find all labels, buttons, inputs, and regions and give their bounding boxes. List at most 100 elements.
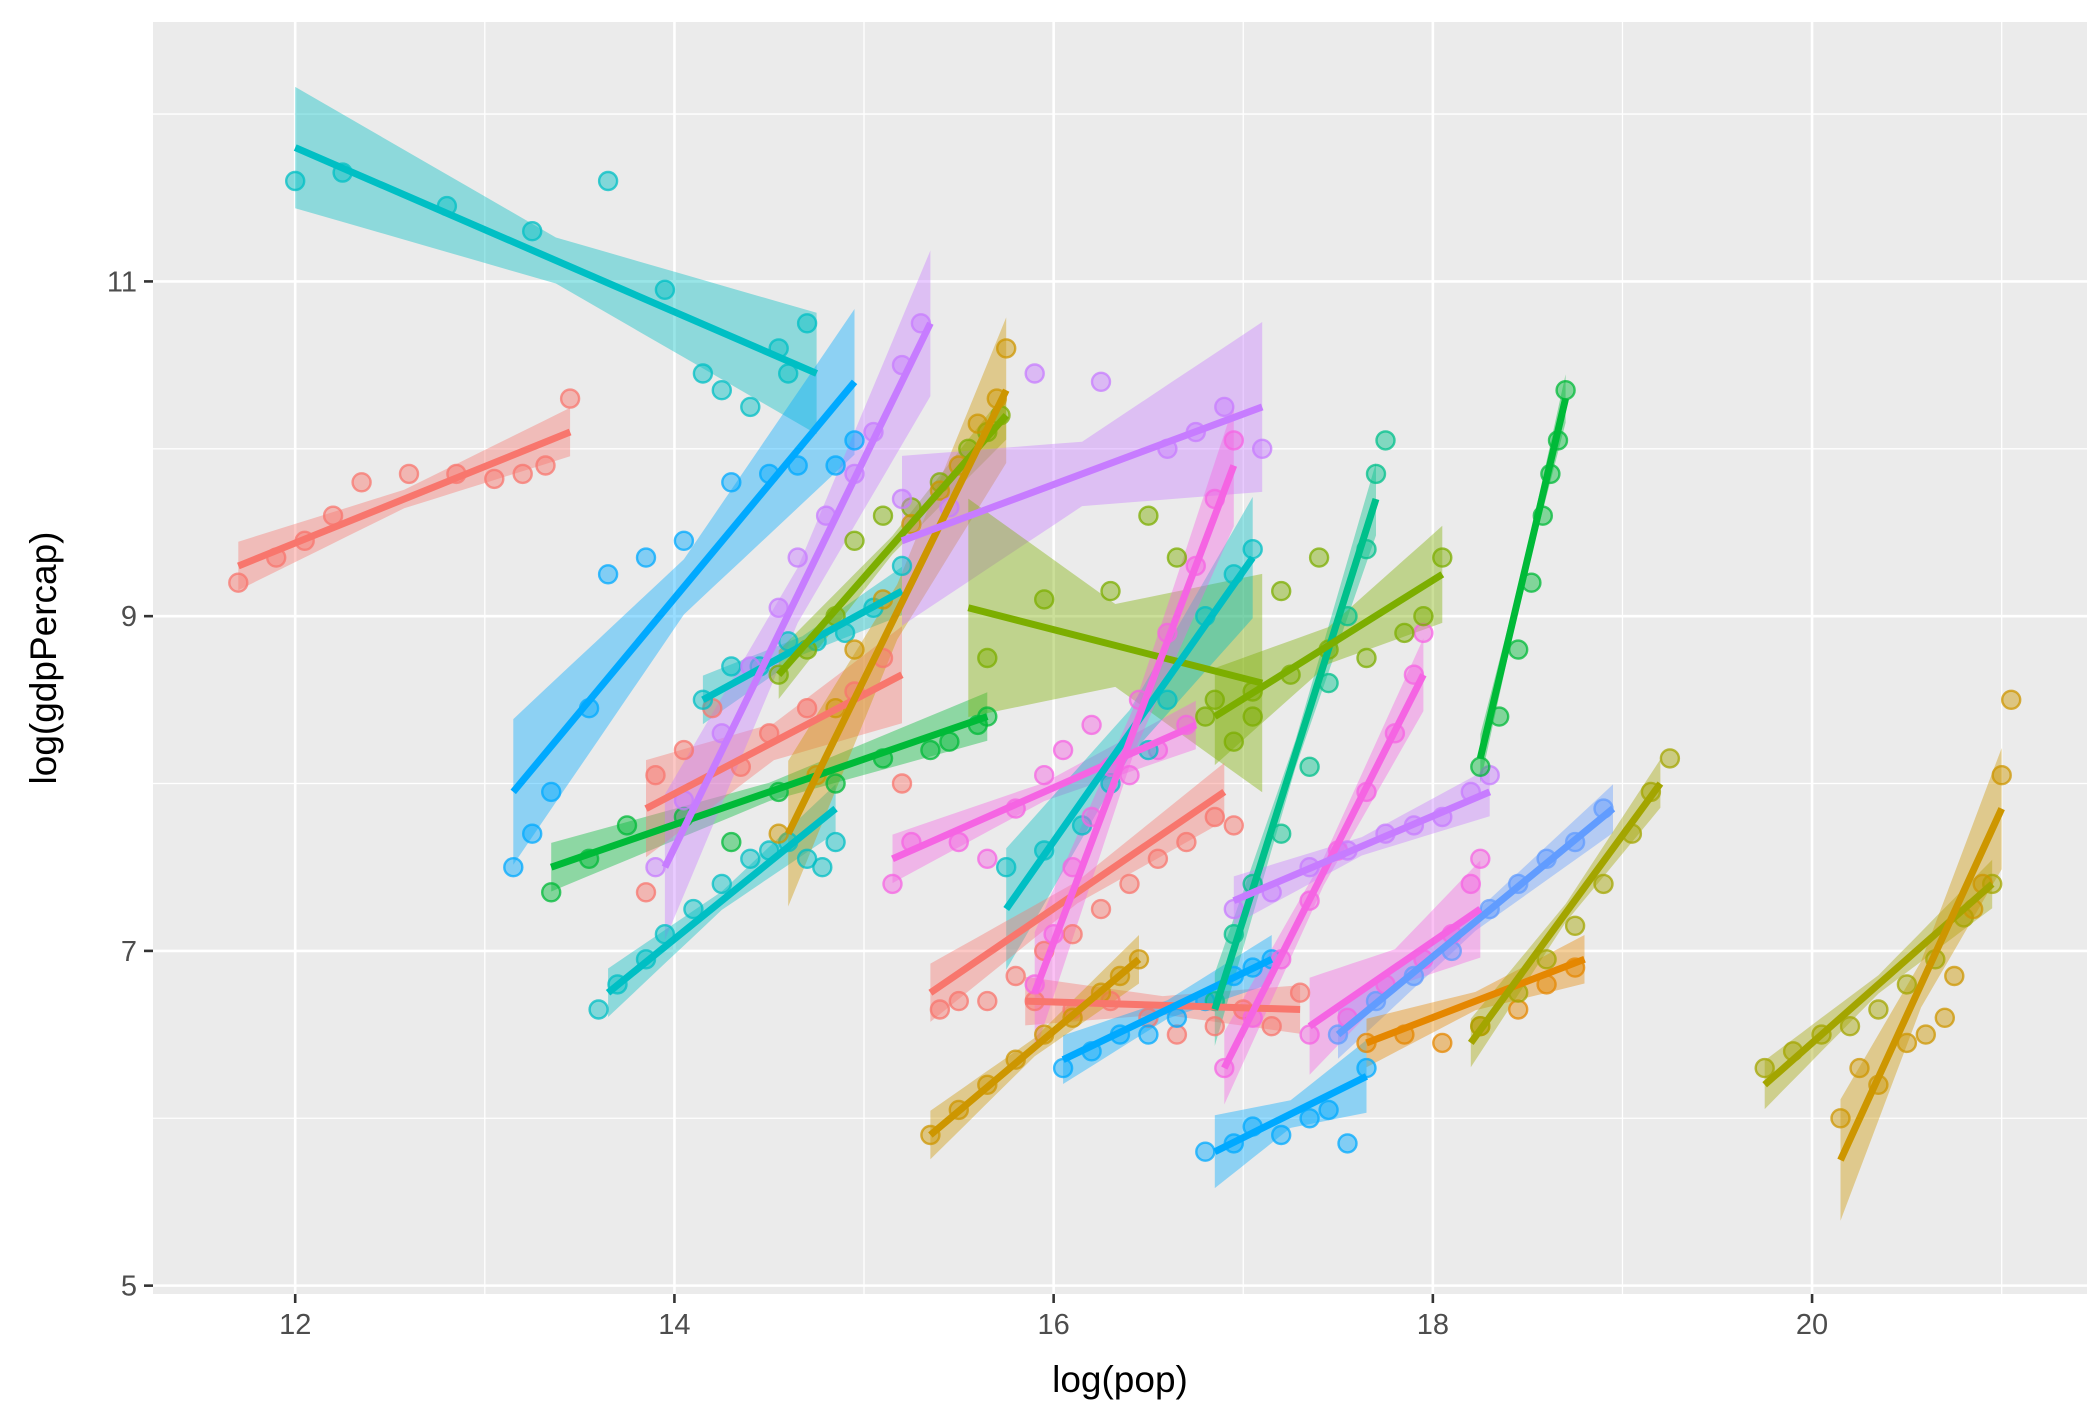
data-point xyxy=(1839,1015,1861,1037)
x-tick-label: 14 xyxy=(658,1309,690,1341)
data-point xyxy=(825,773,846,794)
data-point xyxy=(1033,589,1055,610)
regression-line xyxy=(293,144,819,377)
x-axis-title: log(pop) xyxy=(1052,1359,1188,1400)
data-point xyxy=(1915,1024,1937,1045)
regression-line xyxy=(550,713,989,871)
data-point xyxy=(635,882,657,903)
data-point xyxy=(522,220,543,242)
regression-line xyxy=(900,403,1264,545)
data-point xyxy=(740,848,761,869)
data-points xyxy=(228,162,2022,1162)
data-point xyxy=(1261,1015,1282,1037)
data-point xyxy=(635,547,657,568)
data-point xyxy=(1147,848,1169,869)
data-point xyxy=(1754,1057,1775,1079)
y-tick-label: 5 xyxy=(121,1271,137,1303)
data-point xyxy=(1052,1057,1074,1079)
minor-gridlines xyxy=(153,22,2087,1294)
data-point xyxy=(977,848,998,869)
y-axis-ticks: 5 7 9 11 xyxy=(107,266,153,1303)
data-point xyxy=(512,463,533,485)
data-point xyxy=(1204,806,1226,828)
data-point xyxy=(1470,756,1491,777)
data-point xyxy=(541,781,562,803)
data-point xyxy=(559,388,581,409)
data-point xyxy=(796,313,818,334)
data-point xyxy=(1166,1024,1188,1045)
data-point xyxy=(1507,999,1529,1020)
data-point xyxy=(645,857,666,878)
regression-line xyxy=(1031,464,1238,994)
data-point xyxy=(1251,438,1273,459)
data-point xyxy=(920,739,941,761)
data-point xyxy=(1242,706,1263,727)
data-point xyxy=(872,505,894,526)
regression-line xyxy=(776,413,1009,678)
x-tick-label: 12 xyxy=(279,1309,311,1341)
regression-line xyxy=(1232,788,1492,904)
data-point xyxy=(1195,706,1216,727)
data-point xyxy=(796,848,818,869)
regression-line xyxy=(661,321,934,869)
data-point xyxy=(1593,873,1614,895)
data-point xyxy=(1204,689,1226,710)
data-point xyxy=(1176,831,1197,853)
data-point xyxy=(844,430,865,451)
data-point xyxy=(1024,363,1045,384)
data-point xyxy=(484,468,505,490)
data-point xyxy=(1356,1057,1377,1079)
data-point xyxy=(1090,371,1112,392)
regression-line xyxy=(605,805,838,996)
data-point xyxy=(228,572,249,593)
regression-line xyxy=(1307,906,1483,1030)
regression-line xyxy=(928,956,1142,1138)
data-point xyxy=(1119,765,1140,786)
data-point xyxy=(711,380,732,401)
data-point xyxy=(1052,739,1074,761)
data-point xyxy=(1166,547,1188,568)
data-point xyxy=(768,823,789,844)
x-tick-label: 20 xyxy=(1796,1309,1828,1341)
data-point xyxy=(535,455,556,476)
data-point xyxy=(645,765,666,786)
regression-lines xyxy=(237,144,2005,1162)
data-point xyxy=(1536,949,1557,970)
data-point xyxy=(1289,982,1311,1003)
data-point xyxy=(1299,1108,1320,1129)
data-point xyxy=(1223,731,1245,752)
y-tick-label: 11 xyxy=(107,266,137,298)
data-point xyxy=(721,831,742,853)
data-point xyxy=(882,873,903,895)
data-point xyxy=(796,698,818,719)
data-point xyxy=(1868,999,1889,1020)
data-point xyxy=(1223,898,1245,920)
major-gridlines xyxy=(153,22,2087,1294)
data-point xyxy=(787,547,808,568)
data-point xyxy=(996,857,1017,878)
data-point xyxy=(522,823,543,844)
regression-line xyxy=(644,671,904,812)
data-point xyxy=(844,639,865,660)
regression-line xyxy=(891,721,1198,863)
data-point xyxy=(1356,647,1377,669)
data-point xyxy=(1413,606,1434,627)
data-point xyxy=(891,488,913,510)
data-point xyxy=(692,363,714,384)
regression-line xyxy=(928,789,1227,996)
regression-line xyxy=(1365,955,1586,1047)
data-point xyxy=(1470,848,1491,869)
data-point xyxy=(1081,714,1102,736)
data-point xyxy=(1432,1032,1453,1054)
data-point xyxy=(351,472,372,493)
regression-line xyxy=(967,604,1264,687)
data-point xyxy=(1033,765,1055,786)
data-point xyxy=(1365,463,1387,485)
data-point xyxy=(1299,756,1320,777)
data-point xyxy=(740,396,761,418)
data-point xyxy=(1337,1133,1358,1154)
data-point xyxy=(1830,1108,1851,1129)
regression-line xyxy=(1061,956,1274,1063)
regression-line xyxy=(1335,805,1616,1038)
y-tick-label: 9 xyxy=(121,601,137,633)
